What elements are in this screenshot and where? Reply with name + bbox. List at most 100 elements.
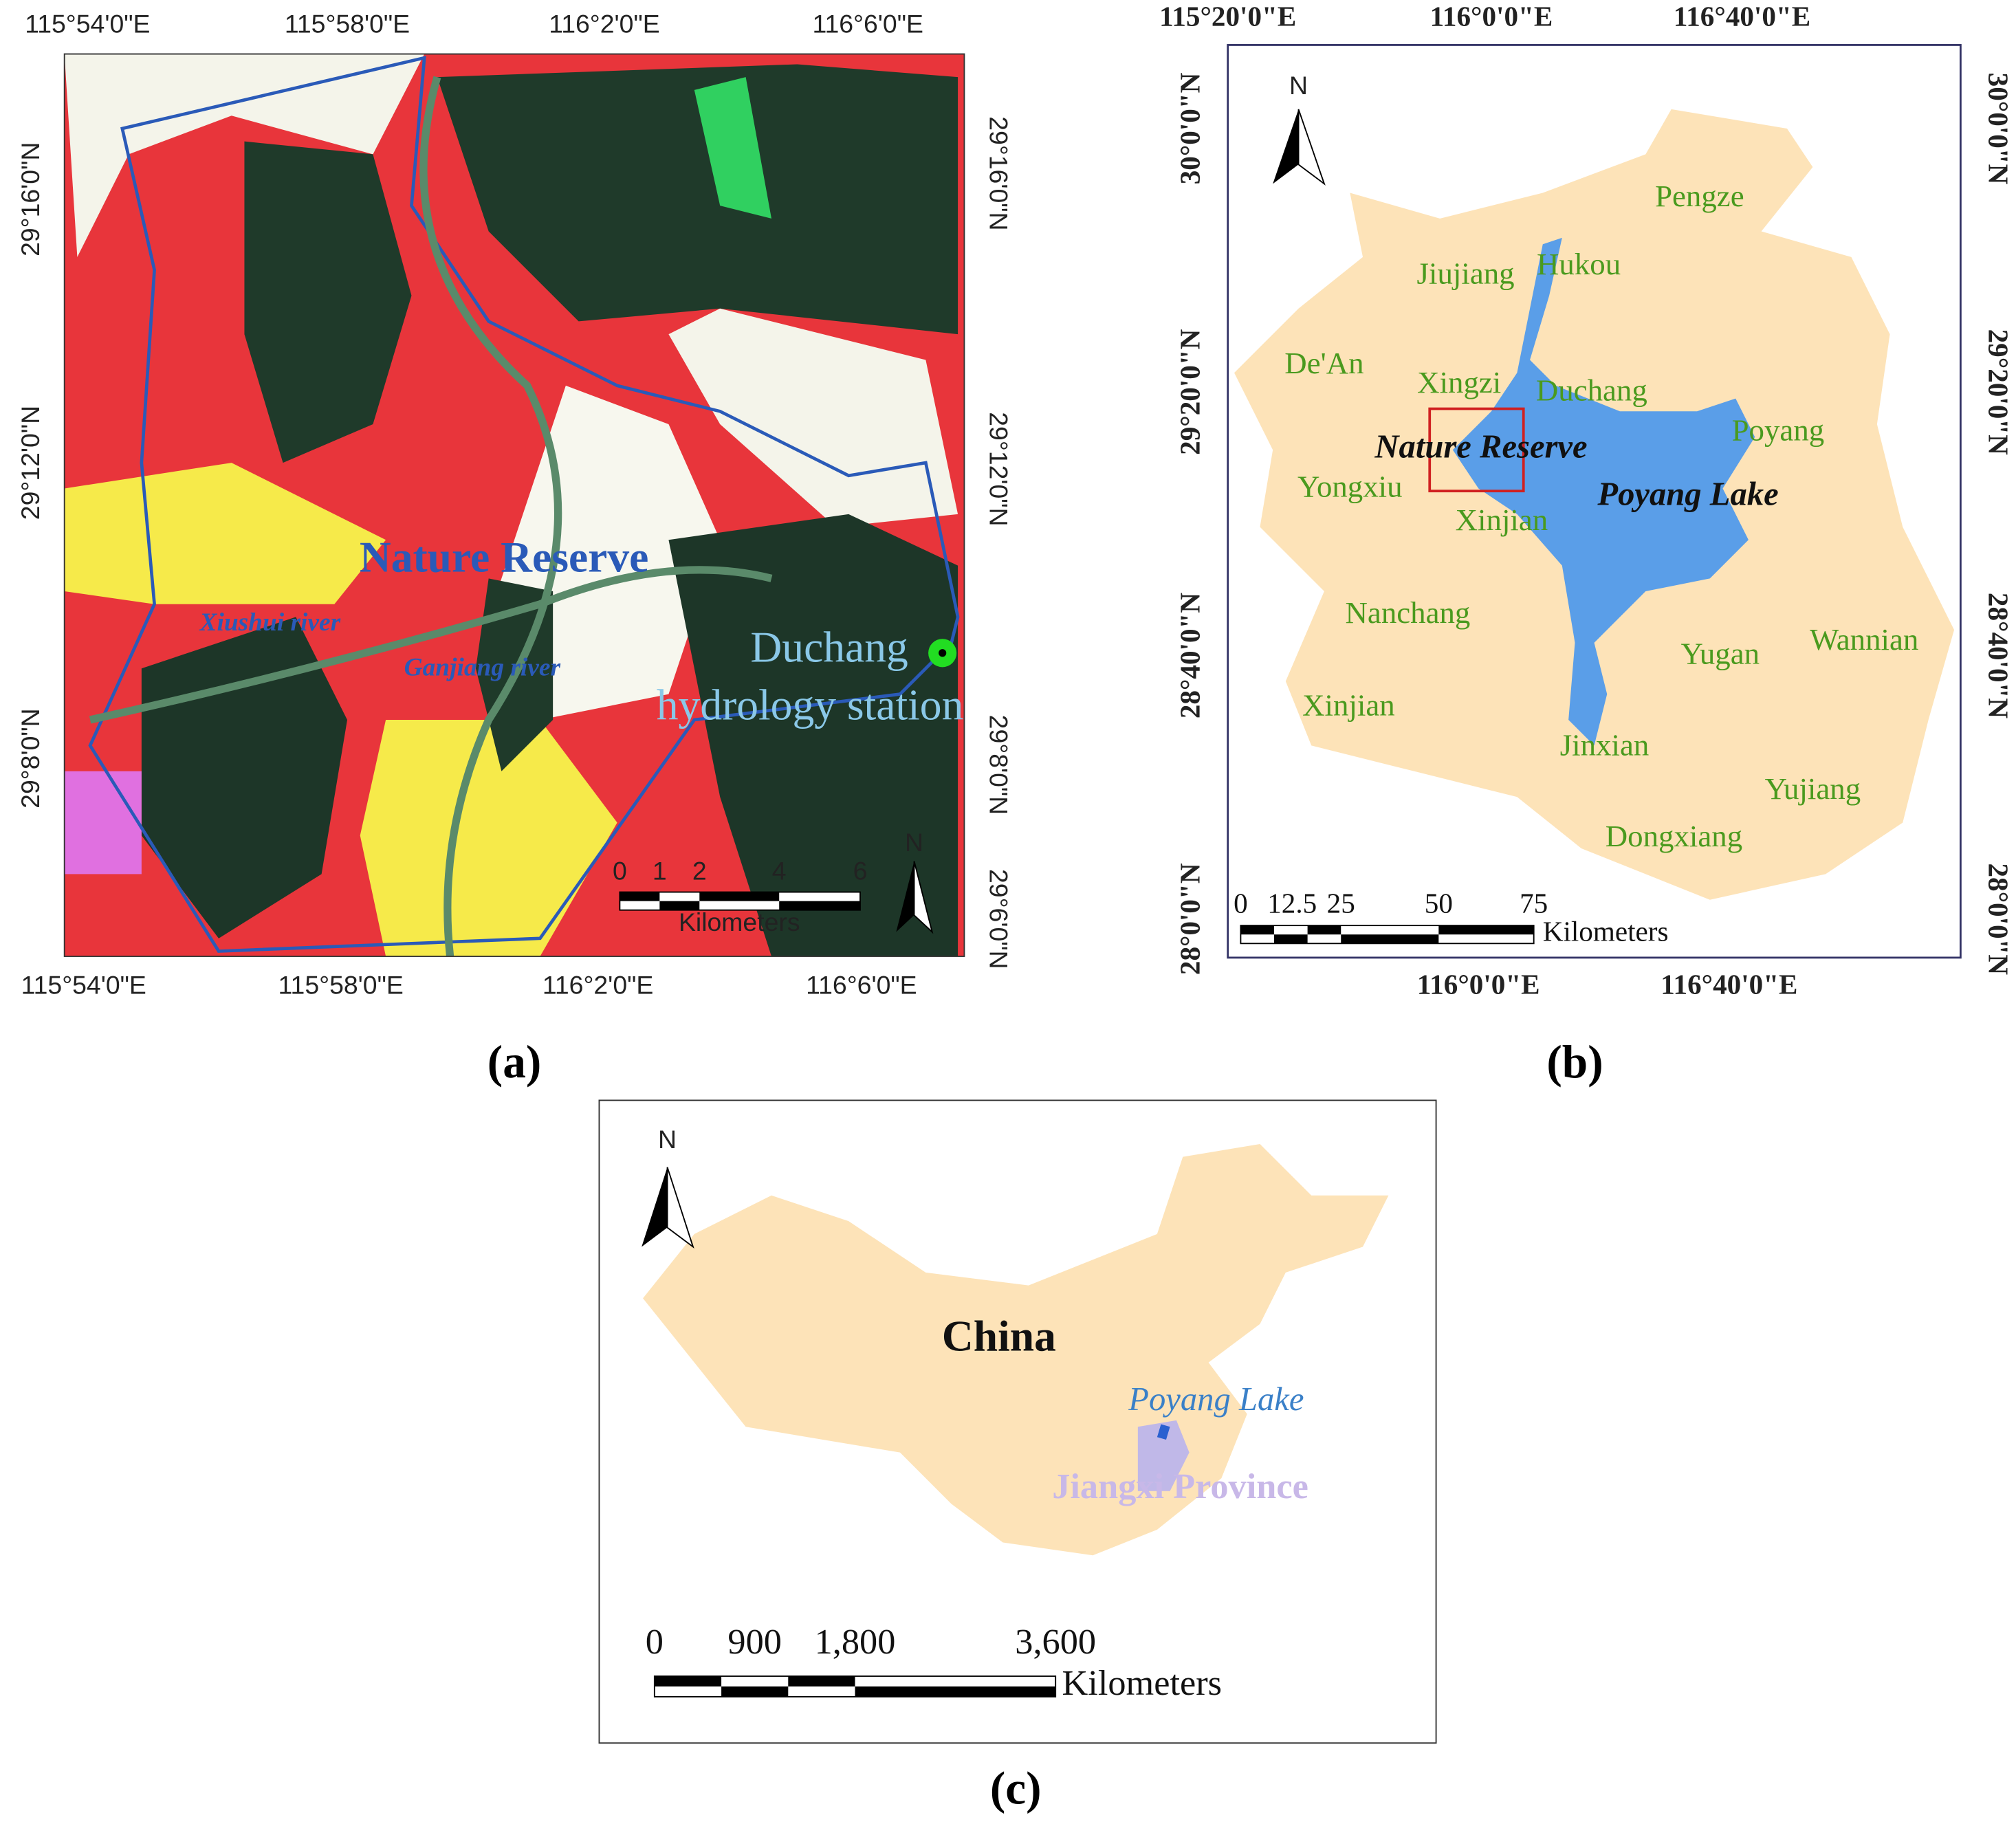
place-label: Yongxiu: [1297, 470, 1403, 504]
scale-label: 4: [772, 856, 787, 885]
lon-label: 116°2'0"E: [549, 9, 659, 38]
place-label: Yugan: [1680, 637, 1760, 671]
patch: [64, 771, 142, 875]
scale-seg: [659, 901, 700, 910]
north-arrow: [666, 1167, 694, 1249]
lon-label: 116°6'0"E: [806, 971, 917, 1000]
place-label: Duchang: [1536, 373, 1647, 407]
scale-label: 1: [653, 856, 667, 885]
scale-label: 3,600: [1015, 1622, 1096, 1662]
scale-label: 50: [1425, 888, 1453, 919]
caption: (a): [487, 1036, 541, 1088]
place-label: Xinjian: [1456, 503, 1548, 537]
place-label: De'An: [1284, 346, 1363, 380]
scale-seg: [1240, 925, 1275, 935]
scale-label: 12.5: [1267, 888, 1317, 919]
place-label: Jinxian: [1560, 727, 1650, 762]
north-label: N: [658, 1125, 677, 1154]
station-marker-dot: [939, 649, 947, 657]
scale-label: 1,800: [815, 1622, 896, 1662]
province-label: Jiangxi Province: [1052, 1466, 1308, 1506]
scale-seg: [788, 1675, 855, 1686]
poyang-lake: [1157, 1424, 1170, 1440]
lon-label: 116°6'0"E: [812, 9, 923, 38]
river: [419, 76, 562, 957]
scale-label: 6: [853, 856, 868, 885]
lat-label: 29°16'0"N: [16, 142, 45, 256]
reserve-label: Nature Reserve: [360, 533, 649, 582]
poyang-lake: [1452, 237, 1755, 746]
river: [89, 566, 773, 724]
place-label: Xinjian: [1302, 688, 1395, 722]
scale-label: 0: [1234, 888, 1248, 919]
place-label: Xingzi: [1417, 365, 1501, 399]
place-label: Yujiang: [1765, 771, 1861, 806]
jiangxi-region: [1137, 1420, 1190, 1491]
scale-seg: [1307, 925, 1341, 935]
lat-label: 28°40'0"N: [1174, 593, 1206, 719]
lon-label: 116°2'0"E: [543, 971, 653, 1000]
caption: (c): [990, 1763, 1042, 1814]
satellite-image: [63, 53, 965, 957]
lake-label: Poyang Lake: [1128, 1381, 1304, 1418]
lon-label: 115°20'0"E: [1159, 0, 1296, 32]
lon-label: 115°54'0"E: [21, 971, 146, 1000]
lat-label: 29°8'0"N: [16, 708, 45, 808]
north-label: N: [1289, 71, 1308, 100]
scale-seg: [699, 892, 780, 901]
reserve-box: [1428, 407, 1525, 493]
place-label: Hukou: [1537, 247, 1621, 281]
scale-seg: [1341, 934, 1439, 944]
place-label: Pengze: [1655, 179, 1744, 213]
scale-unit: Kilometers: [1062, 1663, 1223, 1703]
scale-seg: [654, 1675, 722, 1686]
scale-label: 0: [613, 856, 627, 885]
scale-seg: [620, 892, 660, 901]
river-label: Xiushui river: [199, 608, 341, 637]
patch: [694, 77, 771, 219]
place-label: Wannian: [1810, 622, 1918, 657]
lat-label: 29°12'0"N: [16, 406, 45, 520]
north-arrow: [1297, 109, 1326, 186]
patch: [360, 719, 617, 957]
north-arrows: [642, 109, 1326, 1249]
place-label: Jiujiang: [1417, 256, 1515, 290]
lat-label: 28°0'0"N: [1174, 863, 1206, 975]
patch: [64, 54, 425, 257]
lat-label: 30°0'0"N: [1982, 73, 2014, 185]
lake-label: Poyang Lake: [1597, 476, 1778, 513]
lat-label: 29°16'0"N: [984, 116, 1013, 230]
station-label: Duchang: [750, 622, 908, 671]
patch: [244, 141, 412, 463]
frame: [63, 53, 965, 957]
lat-label: 28°0'0"N: [1982, 863, 2014, 975]
caption: (b): [1546, 1036, 1603, 1088]
lon-label: 116°40'0"E: [1661, 968, 1797, 1000]
station-label: hydrology station: [657, 681, 964, 729]
scale-seg: [855, 1686, 1056, 1697]
lat-label: 29°8'0"N: [984, 715, 1013, 815]
north-label: N: [905, 828, 923, 857]
north-arrow: [1273, 109, 1299, 184]
scale-seg: [779, 901, 860, 910]
scale-seg: [1274, 934, 1308, 944]
lon-label: 116°40'0"E: [1674, 0, 1810, 32]
lat-label: 30°0'0"N: [1174, 72, 1206, 184]
place-label: Dongxiang: [1606, 819, 1742, 853]
lon-label: 116°0'0"E: [1417, 968, 1540, 1000]
north-arrow: [913, 861, 934, 934]
lon-label: 115°58'0"E: [278, 971, 404, 1000]
scale-unit: Kilometers: [1543, 916, 1669, 947]
scale-label: 900: [727, 1622, 782, 1662]
scale-seg: [1438, 925, 1534, 935]
lon-label: 115°54'0"E: [25, 9, 150, 38]
scale-bar: [619, 891, 1535, 1697]
lat-label: 29°20'0"N: [1982, 329, 2014, 456]
patch: [437, 64, 958, 335]
patch: [668, 308, 958, 527]
river-label: Ganjiang river: [404, 654, 561, 682]
lat-label: 29°20'0"N: [1174, 329, 1206, 455]
patch: [668, 514, 958, 957]
lat-label: 28°40'0"N: [1982, 593, 2014, 719]
